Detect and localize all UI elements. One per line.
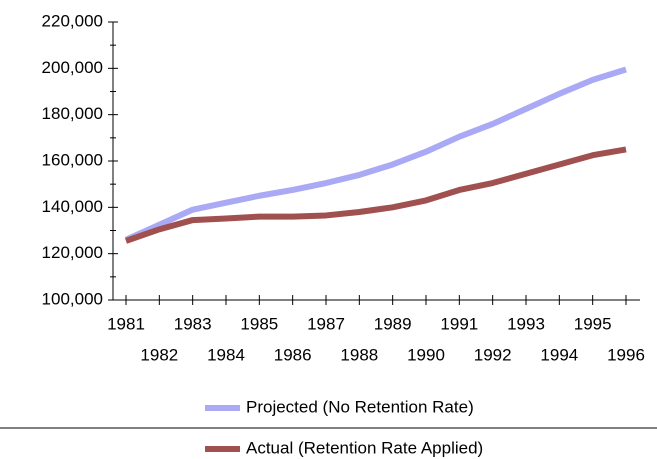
x-tick-label: 1987 xyxy=(307,314,345,333)
series-line xyxy=(124,66,627,243)
legend-label: Actual (Retention Rate Applied) xyxy=(246,438,483,457)
x-tick-label: 1989 xyxy=(374,314,412,333)
x-tick-label: 1993 xyxy=(507,314,545,333)
x-tick-label: 1985 xyxy=(240,314,278,333)
y-tick-label: 140,000 xyxy=(42,197,103,216)
y-tick-label: 200,000 xyxy=(42,58,103,77)
legend-swatch xyxy=(205,405,240,411)
x-tick-label: 1984 xyxy=(207,345,245,364)
series-line xyxy=(125,146,627,244)
x-tick-label: 1982 xyxy=(140,345,178,364)
legend-label: Projected (No Retention Rate) xyxy=(246,397,474,416)
legend-swatch xyxy=(205,446,240,452)
x-tick-label: 1986 xyxy=(274,345,312,364)
x-tick-label: 1991 xyxy=(440,314,478,333)
x-tick-label: 1981 xyxy=(107,314,145,333)
y-tick-label: 220,000 xyxy=(42,11,103,30)
y-tick-label: 100,000 xyxy=(42,289,103,308)
y-tick-label: 120,000 xyxy=(42,243,103,262)
x-tick-label: 1988 xyxy=(340,345,378,364)
x-tick-label: 1995 xyxy=(574,314,612,333)
y-tick-label: 160,000 xyxy=(42,150,103,169)
x-tick-label: 1994 xyxy=(540,345,578,364)
x-tick-label: 1983 xyxy=(174,314,212,333)
y-tick-label: 180,000 xyxy=(42,104,103,123)
x-tick-label: 1996 xyxy=(607,345,645,364)
x-tick-label: 1990 xyxy=(407,345,445,364)
x-tick-label: 1992 xyxy=(474,345,512,364)
